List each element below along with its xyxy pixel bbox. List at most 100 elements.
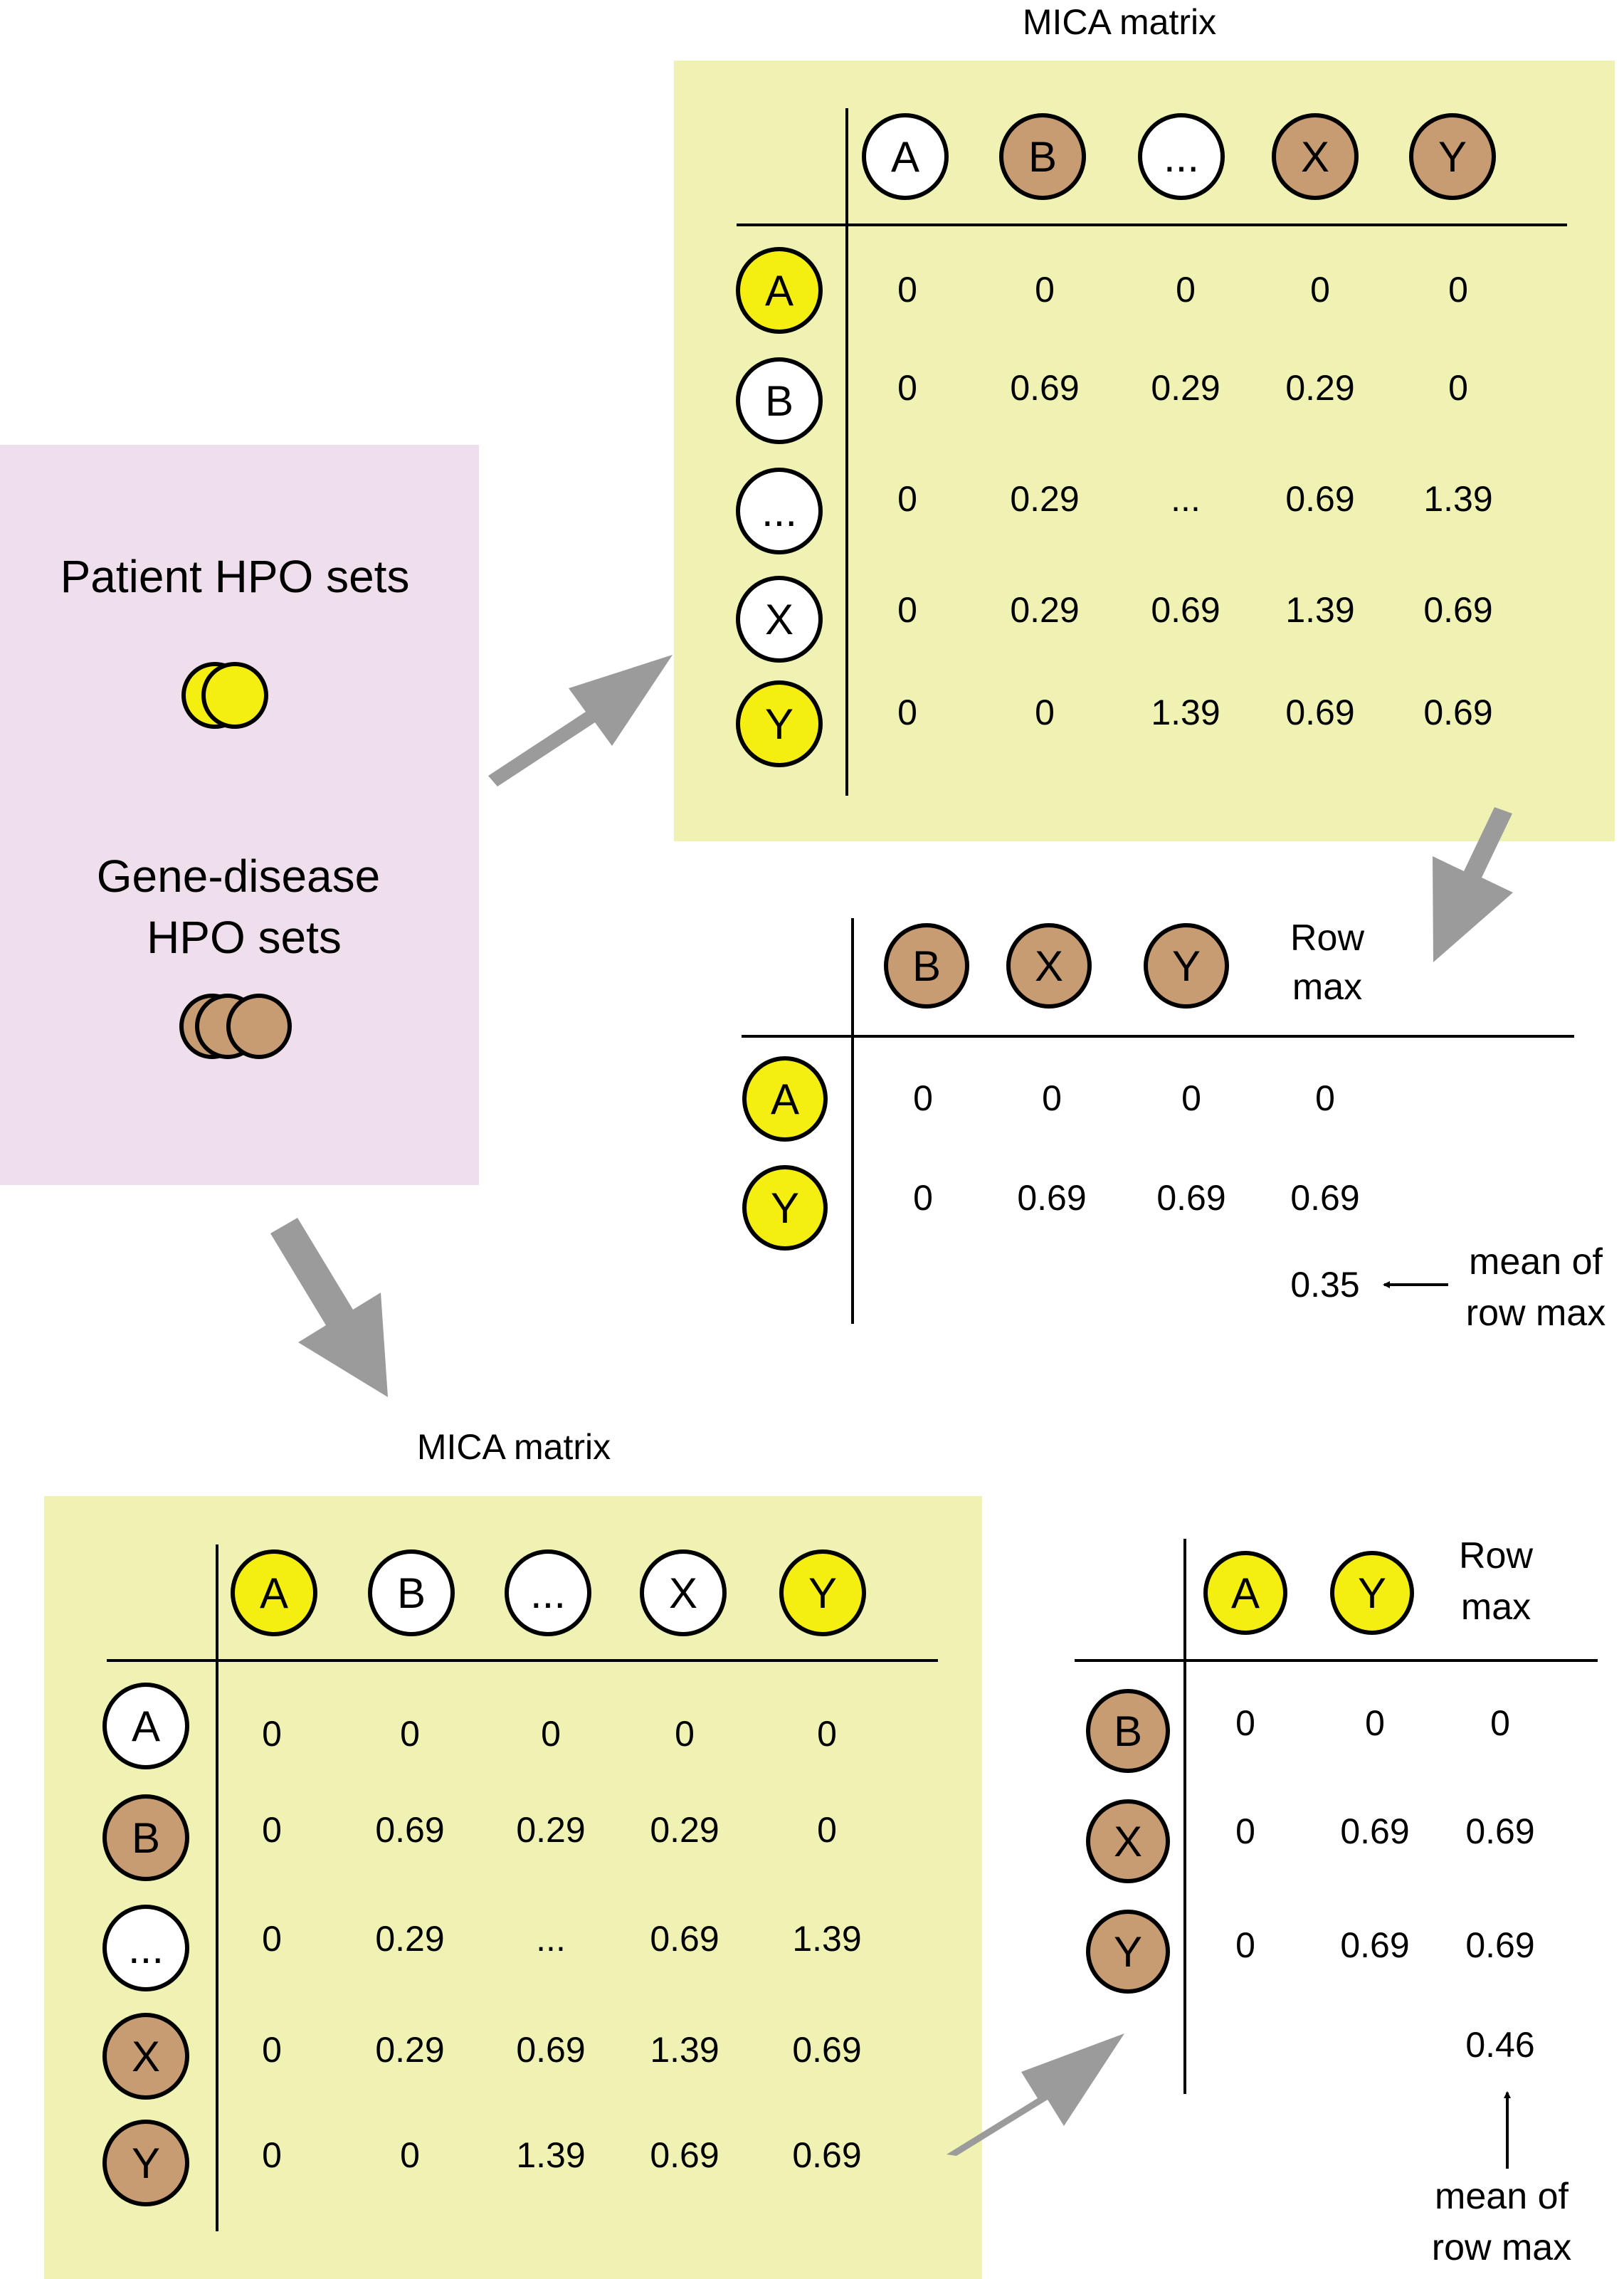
matrix-top-col-1-circle: [999, 113, 1086, 200]
rowmax-bottom-col-0-label: A: [1231, 1569, 1260, 1617]
rowmax-top-col-1-node: X: [1006, 923, 1092, 1009]
rowmax-bottom-row-2-label: Y: [1114, 1928, 1142, 1976]
matrix-bottom-row-headers: A B... X Y: [102, 1683, 189, 2206]
rowmax-bottom-heading-row: Row: [1459, 1535, 1533, 1577]
matrix-top-cell-4-4: 0.69: [1423, 693, 1492, 732]
gene-disease-label: Gene-disease: [97, 851, 380, 902]
matrix-bottom-cell-3-1: 0.29: [375, 2030, 444, 2070]
rowmax-bottom-cell-2-0: 0: [1235, 1925, 1255, 1965]
rowmax-top-col-2-label: Y: [1172, 942, 1201, 990]
matrix-top-row-4-circle: [736, 680, 823, 767]
matrix-bottom-row-3-label: X: [132, 2033, 160, 2080]
rowmax-top-mean-label-1: mean of: [1469, 1241, 1603, 1283]
matrix-top-cell-4-0: 0: [897, 693, 917, 732]
matrix-top-col-3-circle: [1272, 113, 1359, 200]
mica-matrix-bottom: A B... X Y A B... X Y 0 0 0 0 0 0 0.69 0.29 0.29 0 0 0.29…: [102, 1544, 938, 2231]
hpo-sets-panel: [0, 445, 479, 1185]
matrix-bottom-row-2-circle: [102, 1905, 189, 1991]
matrix-top-cell-3-0: 0: [897, 590, 917, 630]
rowmax-top-row-1-circle: [742, 1165, 828, 1251]
matrix-bottom-cell-1-3: 0.29: [650, 1810, 719, 1850]
matrix-bottom-row-4-node: Y: [102, 2120, 189, 2206]
matrix-top-row-3-label: X: [765, 596, 793, 643]
hpo-sets-label: HPO sets: [147, 912, 342, 963]
matrix-top-row-3-circle: [736, 576, 823, 663]
matrix-bottom-cell-1-2: 0.29: [516, 1810, 585, 1850]
matrix-top-col-3-label: X: [1301, 133, 1329, 181]
rowmax-bottom-row-1-circle: [1086, 1799, 1170, 1883]
matrix-bottom-cell-1-0: 0: [262, 1810, 282, 1850]
rowmax-bottom-row-2-node: Y: [1086, 1910, 1170, 1994]
matrix-top-row-2-circle: [736, 468, 823, 554]
rowmax-bottom-mean-label-1: mean of: [1435, 2176, 1568, 2217]
matrix-bottom-cell-2-3: 0.69: [650, 1919, 719, 1959]
matrix-bottom-cell-0-2: 0: [541, 1714, 561, 1754]
rowmax-bottom-cell-2-1: 0.69: [1340, 1925, 1409, 1965]
matrix-top-cell-4-2: 1.39: [1151, 693, 1220, 732]
rowmax-bottom-cell-0-2: 0: [1490, 1703, 1510, 1743]
rowmax-bottom-col-0-circle: [1203, 1551, 1287, 1635]
rowmax-bottom-col-1-label: Y: [1358, 1569, 1386, 1617]
matrix-top-cell-1-4: 0: [1448, 368, 1468, 408]
rowmax-bottom-row-0-label: B: [1114, 1707, 1142, 1755]
matrix-bottom-col-2-node: ...: [505, 1549, 591, 1636]
matrix-bottom-row-4-label: Y: [132, 2139, 160, 2187]
arrow-to-bottom-rowmax: [947, 2033, 1124, 2156]
rowmax-bottom-cell-1-1: 0.69: [1340, 1811, 1409, 1851]
matrix-top-row-2-label: ...: [761, 488, 797, 535]
rowmax-top-row-headers: AY: [742, 1056, 828, 1251]
matrix-bottom-cell-4-4: 0.69: [792, 2135, 861, 2175]
matrix-top-row-headers: A B... X Y: [736, 247, 823, 767]
matrix-bottom-cell-3-3: 1.39: [650, 2030, 719, 2070]
matrix-top-col-4-node: Y: [1409, 113, 1496, 200]
matrix-top-cell-2-1: 0.29: [1010, 479, 1079, 519]
matrix-top-cell-4-1: 0: [1035, 693, 1055, 732]
matrix-bottom-col-0-node: A: [231, 1549, 317, 1636]
matrix-top-cell-4-3: 0.69: [1285, 693, 1354, 732]
matrix-top-col-2-label: ...: [1164, 133, 1199, 181]
rowmax-bottom-row-1-node: X: [1086, 1799, 1170, 1883]
rowmax-top-col-2-node: Y: [1144, 923, 1229, 1009]
mica-matrix-bottom-title: MICA matrix: [417, 1427, 611, 1467]
matrix-top-row-0-node: A: [736, 247, 823, 334]
mica-matrix-top: A B... X Y A B... X Y 0 0 0 0 0 0 0.69 0.29 0.29 0 0 0.29…: [736, 108, 1567, 796]
matrix-bottom-row-1-circle: [102, 1794, 189, 1881]
matrix-top-cell-2-2: ...: [1171, 479, 1201, 519]
matrix-bottom-col-4-node: Y: [779, 1549, 866, 1636]
rowmax-bottom-cells: 0 0 0 0 0.69 0.69 0 0.69 0.69: [1235, 1703, 1535, 1965]
matrix-bottom-cell-0-3: 0: [675, 1714, 695, 1754]
matrix-bottom-cell-4-0: 0: [262, 2135, 282, 2175]
rowmax-top-col-1-circle: [1006, 923, 1092, 1009]
matrix-bottom-cell-3-0: 0: [262, 2030, 282, 2070]
rowmax-bottom-cell-0-1: 0: [1365, 1703, 1385, 1743]
matrix-top-cell-0-3: 0: [1310, 270, 1330, 310]
matrix-bottom-row-1-node: B: [102, 1794, 189, 1881]
matrix-bottom-col-0-label: A: [260, 1569, 288, 1617]
matrix-top-row-0-label: A: [765, 267, 793, 315]
matrix-bottom-cell-3-4: 0.69: [792, 2030, 861, 2070]
matrix-bottom-col-3-circle: [640, 1549, 727, 1636]
rowmax-top-cell-1-3: 0.69: [1290, 1178, 1359, 1218]
matrix-bottom-cell-0-1: 0: [400, 1714, 420, 1754]
matrix-bottom-row-3-node: X: [102, 2013, 189, 2100]
matrix-top-col-4-label: Y: [1438, 133, 1467, 181]
matrix-top-cell-3-1: 0.29: [1010, 590, 1079, 630]
rowmax-top-row-0-circle: [742, 1056, 828, 1142]
matrix-top-row-0-circle: [736, 247, 823, 334]
matrix-top-cell-1-0: 0: [897, 368, 917, 408]
arrow-to-top-matrix: [488, 655, 673, 786]
matrix-bottom-row-4-circle: [102, 2120, 189, 2206]
matrix-bottom-row-0-node: A: [102, 1683, 189, 1769]
mica-matrix-top-title: MICA matrix: [1023, 2, 1216, 42]
rowmax-bottom-mean-label-2: row max: [1432, 2227, 1571, 2268]
rowmax-bottom-mean-value: 0.46: [1465, 2025, 1534, 2065]
matrix-bottom-row-0-label: A: [132, 1702, 160, 1750]
matrix-top-col-0-label: A: [891, 133, 919, 181]
matrix-bottom-cell-0-4: 0: [817, 1714, 837, 1754]
rowmax-bottom-row-1-label: X: [1114, 1818, 1142, 1865]
rowmax-top-cells: 0 0 0 0 0 0.69 0.69 0.69: [913, 1078, 1360, 1218]
matrix-bottom-col-4-label: Y: [808, 1569, 837, 1617]
matrix-bottom-row-0-circle: [102, 1683, 189, 1769]
matrix-top-row-1-label: B: [765, 377, 793, 425]
